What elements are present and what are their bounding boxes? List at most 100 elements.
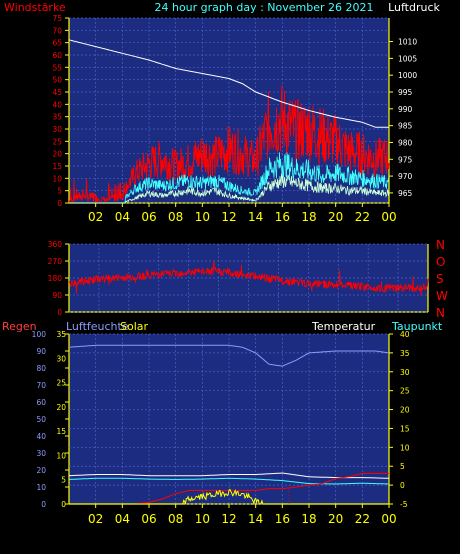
humidity-tick-label: 10 (36, 483, 46, 492)
humidity-tick-label: 30 (36, 449, 46, 458)
x-tick-label: 14 (248, 210, 263, 224)
pressure-tick-label: 985 (398, 122, 413, 131)
pressure-tick-label: 975 (398, 155, 413, 164)
pressure-tick-label: 990 (398, 105, 413, 114)
solar-label: Solar (120, 320, 149, 333)
solar-tick-label: 0 (61, 500, 66, 509)
wind-gust-series (68, 84, 390, 204)
x-tick-label: 04 (115, 512, 130, 526)
x-tick-label: 18 (301, 512, 316, 526)
solar-tick-label: 35 (56, 330, 66, 339)
pressure-tick-label: 1005 (398, 54, 417, 63)
wind-direction-series (68, 260, 429, 296)
temp-tick-label: 25 (400, 387, 410, 396)
x-tick-label: 14 (248, 512, 263, 526)
temp-tick-label: 5 (400, 462, 405, 471)
x-tick-label: 10 (195, 512, 210, 526)
wind-tick-label: 55 (52, 63, 62, 72)
humidity-tick-label: 80 (36, 364, 46, 373)
wind-tick-label: 50 (52, 76, 62, 85)
humidity-tick-label: 60 (36, 398, 46, 407)
temp-tick-label: 30 (400, 368, 410, 377)
solar-tick-label: 20 (56, 403, 66, 412)
wind-tick-label: 75 (52, 14, 62, 23)
x-tick-label: 08 (168, 210, 183, 224)
compass-label: N (436, 238, 445, 252)
wind-tick-label: 40 (52, 100, 62, 109)
x-tick-label: 12 (221, 210, 236, 224)
x-tick-label: 20 (328, 210, 343, 224)
direction-tick-label: 90 (52, 291, 62, 300)
humidity-tick-label: 100 (32, 330, 47, 339)
x-tick-label: 12 (221, 512, 236, 526)
x-tick-label: 16 (275, 512, 290, 526)
x-tick-label: 22 (355, 512, 370, 526)
direction-tick-label: 180 (48, 274, 63, 283)
humidity-tick-label: 0 (41, 500, 46, 509)
x-tick-label: 02 (88, 210, 103, 224)
solar-tick-label: 5 (61, 476, 66, 485)
wind-tick-label: 0 (57, 199, 62, 208)
pressure-tick-label: 1010 (398, 38, 417, 47)
pressure-tick-label: 970 (398, 172, 413, 181)
temperatur-label: Temperatur (311, 320, 376, 333)
solar-tick-label: 25 (56, 379, 66, 388)
x-tick-label: 10 (195, 210, 210, 224)
wind-tick-label: 35 (52, 113, 62, 122)
compass-label: W (436, 289, 448, 303)
temp-tick-label: 0 (400, 481, 405, 490)
x-tick-label: 06 (141, 210, 156, 224)
solar-tick-label: 10 (56, 451, 66, 460)
luftfeuchte-series (69, 344, 390, 367)
temp-tick-label: 20 (400, 406, 410, 415)
temp-tick-label: 35 (400, 349, 410, 358)
humidity-tick-label: 70 (36, 381, 46, 390)
x-tick-label: 20 (328, 512, 343, 526)
temp-tick-label: 15 (400, 424, 410, 433)
wind-tick-label: 70 (52, 26, 62, 35)
luftfeuchte-label: Luftfeuchte (66, 320, 129, 333)
x-tick-label: 18 (301, 210, 316, 224)
solar-tick-label: 15 (56, 427, 66, 436)
wind-tick-label: 65 (52, 39, 62, 48)
temperatur-series (68, 472, 389, 479)
x-tick-label: 08 (168, 512, 183, 526)
x-tick-label: 22 (355, 210, 370, 224)
regen-label: Regen (2, 320, 37, 333)
x-tick-label: 06 (141, 512, 156, 526)
x-tick-label: 00 (381, 210, 396, 224)
direction-tick-label: 270 (48, 257, 63, 266)
wind-tick-label: 30 (52, 125, 62, 134)
wind-tick-label: 20 (52, 150, 62, 159)
humidity-tick-label: 90 (36, 347, 46, 356)
pressure-series (68, 39, 389, 128)
pressure-tick-label: 965 (398, 189, 413, 198)
temp-tick-label: -5 (400, 500, 408, 509)
wind-tick-label: 60 (52, 51, 62, 60)
wind-tick-label: 10 (52, 174, 62, 183)
compass-label: N (436, 306, 445, 320)
x-tick-label: 02 (88, 512, 103, 526)
windstaerke-label: Windstärke (4, 1, 66, 14)
luftdruck-label: Luftdruck (388, 1, 440, 14)
graph-title: 24 hour graph day : November 26 2021 (154, 1, 373, 14)
wind-tick-label: 15 (52, 162, 62, 171)
compass-label: O (436, 255, 445, 269)
direction-tick-label: 360 (48, 240, 63, 249)
wind-tick-label: 25 (52, 137, 62, 146)
taupunkt-series (69, 477, 389, 485)
compass-label: S (436, 272, 444, 286)
solar-tick-label: 30 (56, 354, 66, 363)
x-tick-label: 00 (381, 512, 396, 526)
humidity-tick-label: 40 (36, 432, 46, 441)
x-tick-label: 04 (115, 210, 130, 224)
temp-tick-label: 10 (400, 443, 410, 452)
temp-tick-label: 40 (400, 330, 410, 339)
wind-tick-label: 5 (57, 187, 62, 196)
direction-tick-label: 0 (57, 308, 62, 317)
pressure-tick-label: 1000 (398, 71, 417, 80)
x-tick-label: 16 (275, 210, 290, 224)
taupunkt-label: Taupunkt (391, 320, 443, 333)
pressure-tick-label: 980 (398, 138, 413, 147)
